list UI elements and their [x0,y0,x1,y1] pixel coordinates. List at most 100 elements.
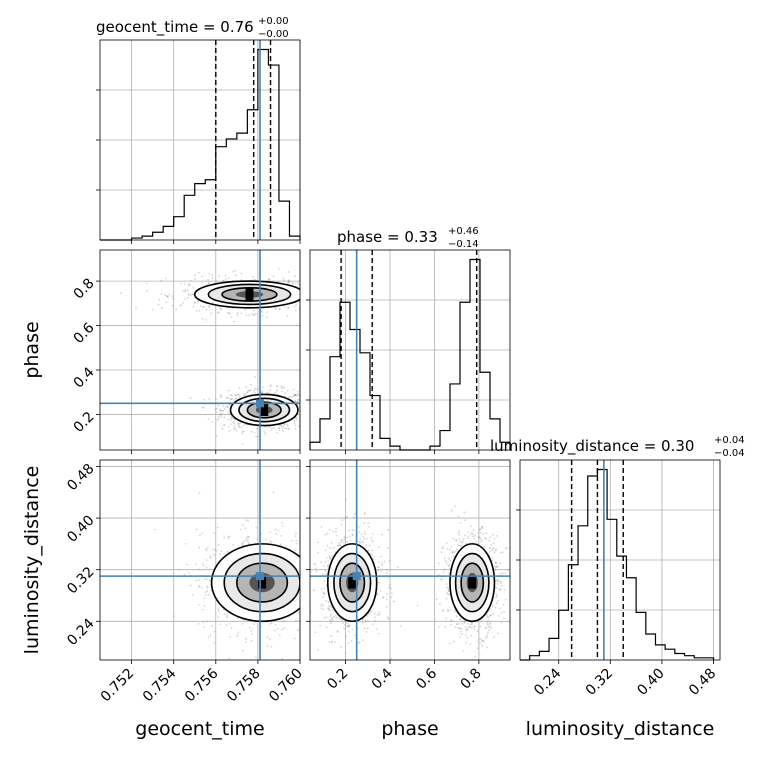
scatter-point [232,270,235,273]
xlabel-geocent-time: geocent_time [135,718,264,740]
scatter-point [272,491,275,494]
scatter-point [333,646,335,648]
scatter-point [221,409,224,412]
scatter-point [298,405,300,408]
scatter-point [205,308,208,311]
scatter-point [448,564,451,566]
scatter-point [256,537,259,540]
scatter-point [496,565,499,568]
scatter-point [387,547,389,550]
scatter-point [377,566,380,569]
scatter-point [251,312,253,315]
scatter-point [373,556,376,559]
scatter-point [230,316,233,319]
scatter-point [300,294,302,296]
scatter-point [296,542,298,545]
scatter-point [370,609,373,612]
scatter-point [322,573,324,576]
scatter-point [316,541,319,544]
scatter-point [305,278,307,280]
scatter-point [346,540,349,543]
scatter-point [494,548,497,551]
scatter-point [484,536,487,539]
scatter-point [197,301,199,303]
scatter-point [329,619,332,621]
scatter-point [269,384,272,387]
scatter-point [211,421,213,423]
scatter-point [237,633,239,636]
scatter-point [294,394,297,397]
scatter-point [365,631,368,633]
x-tick-label: 0.4 [369,665,396,692]
scatter-point [329,620,332,623]
scatter-point [160,293,163,295]
scatter-point [334,641,336,643]
scatter-point [472,535,475,538]
scatter-point [268,389,271,392]
scatter-point [234,270,237,272]
scatter-point [489,625,492,627]
scatter-point [237,422,239,425]
scatter-point [451,551,454,553]
scatter-point [459,636,462,639]
scatter-point [282,279,285,281]
scatter-point [283,392,286,395]
scatter-point [234,274,237,277]
scatter-point [272,275,275,278]
scatter-point [360,533,363,536]
scatter-point [295,418,298,421]
scatter-point [217,610,220,612]
scatter-point [287,280,290,283]
scatter-point [253,314,256,317]
scatter-point [494,606,497,609]
scatter-point [363,627,366,630]
scatter-point [469,625,471,628]
scatter-point [219,414,222,417]
scatter-point [304,274,306,276]
scatter-point [242,523,244,526]
scatter-point [306,586,308,588]
scatter-point [331,547,334,550]
scatter-point [473,625,475,628]
scatter-point [313,309,315,311]
scatter-point [322,303,324,305]
scatter-point [471,531,473,534]
scatter-point [452,640,455,643]
scatter-point [219,623,222,626]
scatter-point [310,592,312,594]
scatter-point [201,275,204,278]
scatter-point [504,572,507,575]
scatter-point [315,597,317,599]
scatter-point [327,607,330,610]
scatter-point [255,388,258,391]
scatter-point [485,646,488,649]
scatter-point [490,627,493,630]
scatter-point [230,423,233,426]
scatter-point [385,593,388,595]
scatter-point [301,279,303,281]
scatter-point [462,650,465,652]
scatter-point [326,532,329,535]
scatter-point [323,593,326,595]
scatter-point [229,312,231,315]
scatter-point [301,296,303,298]
scatter-point [303,297,305,299]
scatter-point [448,593,451,596]
scatter-point [320,526,323,528]
scatter-point [281,628,284,631]
scatter-point [266,645,269,648]
scatter-point [306,574,308,576]
scatter-point [385,598,388,601]
scatter-point [189,584,192,587]
scatter-point [500,621,503,624]
scatter-point [351,534,354,537]
scatter-point [217,616,220,619]
scatter-point [278,634,281,637]
density-peak [348,576,357,589]
scatter-point [330,635,333,637]
scatter-point [445,560,447,562]
scatter-point [330,542,333,544]
scatter-point [328,605,331,607]
scatter-point [285,423,288,426]
scatter-point [361,660,363,662]
